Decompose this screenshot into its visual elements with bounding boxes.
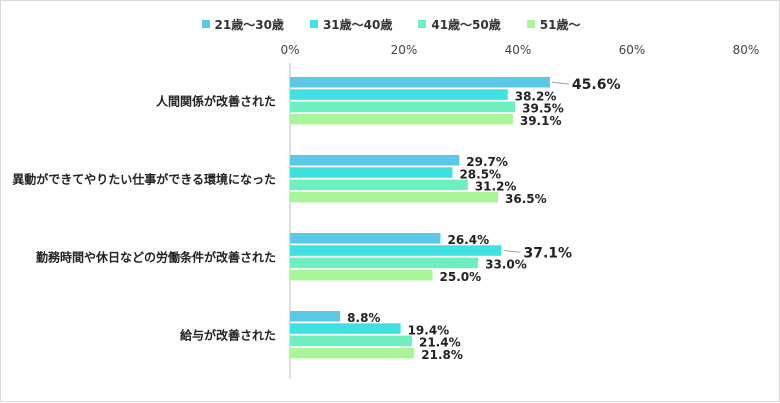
bar [290, 269, 433, 281]
value-label: 28.5% [459, 167, 501, 181]
bar [290, 155, 460, 166]
legend-label-3: 51歳～ [539, 17, 581, 32]
value-label: 39.5% [522, 102, 564, 116]
legend-item-0: 21歳～30歳 [201, 16, 284, 32]
value-label: 45.6% [572, 77, 621, 93]
bar [290, 257, 479, 269]
category-label: 異動ができてやりたい仕事ができる環境になった [12, 172, 276, 187]
bar [290, 311, 341, 322]
legend-label-0: 21歳～30歳 [214, 17, 284, 32]
legend-item-2: 41歳～50歳 [418, 16, 501, 32]
legend-swatch-3 [526, 20, 535, 28]
bar [290, 167, 453, 178]
value-label: 19.4% [408, 323, 450, 337]
value-label: 36.5% [505, 192, 547, 206]
value-label: 8.8% [347, 311, 380, 325]
bar [290, 347, 415, 359]
category-label: 勤務時間や休日などの労働条件が改善された [36, 250, 276, 265]
value-label: 31.2% [475, 180, 517, 194]
bar [290, 113, 513, 125]
value-label: 25.0% [440, 270, 482, 284]
bar [290, 191, 499, 203]
legend: 21歳～30歳 31歳～40歳 41歳～50歳 51歳～ [1, 16, 780, 32]
value-label: 33.0% [485, 258, 527, 272]
bar [290, 323, 401, 334]
bar [290, 101, 516, 113]
value-label: 21.4% [419, 336, 461, 350]
bar [290, 233, 441, 244]
legend-item-3: 51歳～ [526, 16, 581, 32]
legend-swatch-0 [201, 20, 210, 28]
legend-label-1: 31歳～40歳 [322, 17, 393, 32]
x-tick-label: 0% [280, 43, 299, 57]
legend-swatch-1 [309, 20, 318, 28]
leader-line [551, 81, 569, 85]
x-tick-label: 40% [505, 43, 532, 57]
leader-line [503, 250, 521, 253]
legend-label-2: 41歳～50歳 [431, 17, 501, 32]
value-label: 37.1% [523, 245, 572, 261]
value-label: 21.8% [421, 348, 463, 362]
bar [290, 77, 550, 88]
value-label: 29.7% [466, 155, 508, 169]
bar [290, 89, 508, 100]
value-label: 38.2% [515, 89, 557, 103]
bar [290, 245, 502, 256]
x-tick-label: 80% [733, 43, 760, 57]
category-label: 人間関係が改善された [156, 94, 276, 109]
x-tick-label: 60% [619, 43, 646, 57]
bar [290, 179, 468, 191]
legend-swatch-2 [418, 20, 427, 28]
legend-item-1: 31歳～40歳 [309, 16, 393, 32]
x-tick-label: 20% [391, 43, 418, 57]
value-label: 39.1% [520, 114, 562, 128]
bar [290, 335, 412, 347]
category-label: 給与が改善された [180, 328, 276, 343]
value-label: 26.4% [447, 233, 489, 247]
